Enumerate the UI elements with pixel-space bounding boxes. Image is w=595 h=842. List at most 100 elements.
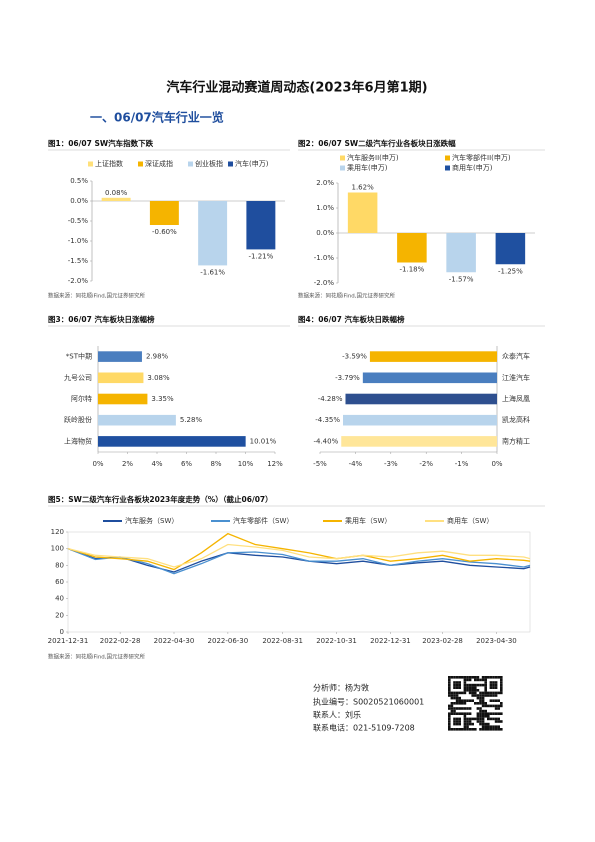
x-tick-label: 2022-06-30 bbox=[208, 637, 249, 645]
qr-cell bbox=[463, 720, 467, 723]
y-tick-label: 2.0% bbox=[316, 179, 334, 187]
qr-cell bbox=[487, 704, 490, 708]
y-tick-label: -0.5% bbox=[68, 217, 89, 225]
qr-cell bbox=[468, 686, 472, 689]
value-label: -4.40% bbox=[313, 437, 338, 445]
qr-cell bbox=[474, 678, 477, 682]
category-label: 众泰汽车 bbox=[502, 352, 530, 361]
qr-cell bbox=[484, 686, 487, 689]
qr-cell bbox=[455, 696, 459, 700]
qr-cell bbox=[455, 683, 459, 687]
qr-cell bbox=[463, 725, 467, 728]
qr-cell bbox=[484, 728, 487, 731]
series-line bbox=[67, 543, 531, 568]
qr-cell bbox=[481, 728, 485, 731]
qr-cell bbox=[489, 699, 493, 702]
qr-cell bbox=[455, 676, 459, 679]
qr-cell bbox=[497, 712, 500, 715]
qr-cell bbox=[481, 694, 485, 697]
qr-cell bbox=[448, 704, 451, 708]
qr-cell bbox=[489, 691, 493, 695]
category-label: 阿尔特 bbox=[71, 394, 92, 403]
qr-cell bbox=[448, 676, 451, 679]
qr-cell bbox=[448, 720, 451, 723]
qr-cell bbox=[492, 686, 495, 689]
qr-cell bbox=[466, 699, 469, 702]
qr-cell bbox=[481, 722, 485, 726]
y-tick-label: -2.0% bbox=[314, 279, 335, 287]
qr-cell bbox=[487, 712, 490, 715]
qr-cell bbox=[450, 712, 454, 715]
qr-cell bbox=[455, 681, 459, 684]
qr-cell bbox=[471, 686, 474, 689]
qr-cell bbox=[479, 707, 482, 710]
qr-cell bbox=[474, 691, 477, 695]
section-heading: 一、06/07汽车行业一览 bbox=[90, 110, 224, 125]
qr-cell bbox=[450, 702, 454, 705]
qr-cell bbox=[494, 699, 498, 702]
qr-cell bbox=[487, 717, 490, 721]
qr-cell bbox=[463, 707, 467, 710]
qr-cell bbox=[458, 691, 461, 695]
qr-cell bbox=[481, 683, 485, 687]
x-tick-label: -3% bbox=[384, 460, 398, 468]
x-tick-label: 2022-12-31 bbox=[370, 637, 411, 645]
legend-label: 汽车服务II(申万) bbox=[347, 153, 399, 162]
category-label: 江淮汽车 bbox=[502, 373, 530, 382]
qr-cell bbox=[500, 704, 503, 708]
value-label: 10.01% bbox=[250, 437, 277, 445]
qr-cell bbox=[448, 689, 451, 692]
qr-cell bbox=[458, 728, 461, 731]
legend-label: 上证指数 bbox=[95, 159, 123, 168]
qr-cell bbox=[479, 709, 482, 713]
qr-cell bbox=[487, 715, 490, 718]
qr-cell bbox=[453, 676, 456, 679]
x-tick-label: -4% bbox=[349, 460, 363, 468]
value-label: 3.35% bbox=[151, 395, 174, 403]
bar bbox=[397, 233, 427, 263]
qr-cell bbox=[492, 681, 495, 684]
category-label: 上海凤凰 bbox=[502, 394, 530, 403]
qr-cell bbox=[494, 681, 498, 684]
y-tick-label: 0 bbox=[60, 628, 64, 636]
qr-cell bbox=[466, 725, 469, 728]
y-tick-label: 120 bbox=[51, 528, 64, 536]
qr-cell bbox=[468, 712, 472, 715]
legend-label: 乘用车（SW） bbox=[345, 516, 391, 525]
qr-cell bbox=[489, 717, 493, 721]
qr-cell bbox=[497, 728, 500, 731]
qr-cell bbox=[466, 689, 469, 692]
qr-cell bbox=[458, 696, 461, 700]
category-label: 凯龙高科 bbox=[502, 415, 530, 424]
qr-cell bbox=[463, 681, 467, 684]
legend-swatch bbox=[340, 155, 345, 161]
qr-cell bbox=[471, 691, 474, 695]
y-tick-label: 0.0% bbox=[316, 229, 334, 237]
legend-swatch bbox=[445, 165, 450, 171]
qr-cell bbox=[497, 699, 500, 702]
qr-cell bbox=[481, 712, 485, 715]
qr-cell bbox=[492, 728, 495, 731]
bar bbox=[98, 372, 144, 384]
bar bbox=[345, 393, 497, 405]
qr-cell bbox=[476, 678, 480, 682]
qr-cell bbox=[471, 689, 474, 692]
legend-label: 汽车零部件（SW） bbox=[233, 516, 293, 525]
qr-cell bbox=[481, 691, 485, 695]
qr-cell bbox=[463, 686, 467, 689]
qr-cell bbox=[463, 678, 467, 682]
qr-cell bbox=[448, 707, 451, 710]
qr-cell bbox=[453, 707, 456, 710]
category-label: *ST中期 bbox=[66, 352, 92, 361]
qr-cell bbox=[489, 728, 493, 731]
qr-cell bbox=[476, 676, 480, 679]
qr-cell bbox=[453, 722, 456, 726]
x-tick-label: 2023-04-30 bbox=[476, 637, 517, 645]
figure-title: 图4：06/07 汽车板块日跌幅榜 bbox=[298, 314, 405, 324]
qr-cell bbox=[494, 712, 498, 715]
value-label: -4.28% bbox=[318, 395, 343, 403]
legend-swatch bbox=[88, 161, 93, 167]
qr-cell bbox=[471, 717, 474, 721]
qr-cell bbox=[471, 722, 474, 726]
qr-cell bbox=[492, 717, 495, 721]
